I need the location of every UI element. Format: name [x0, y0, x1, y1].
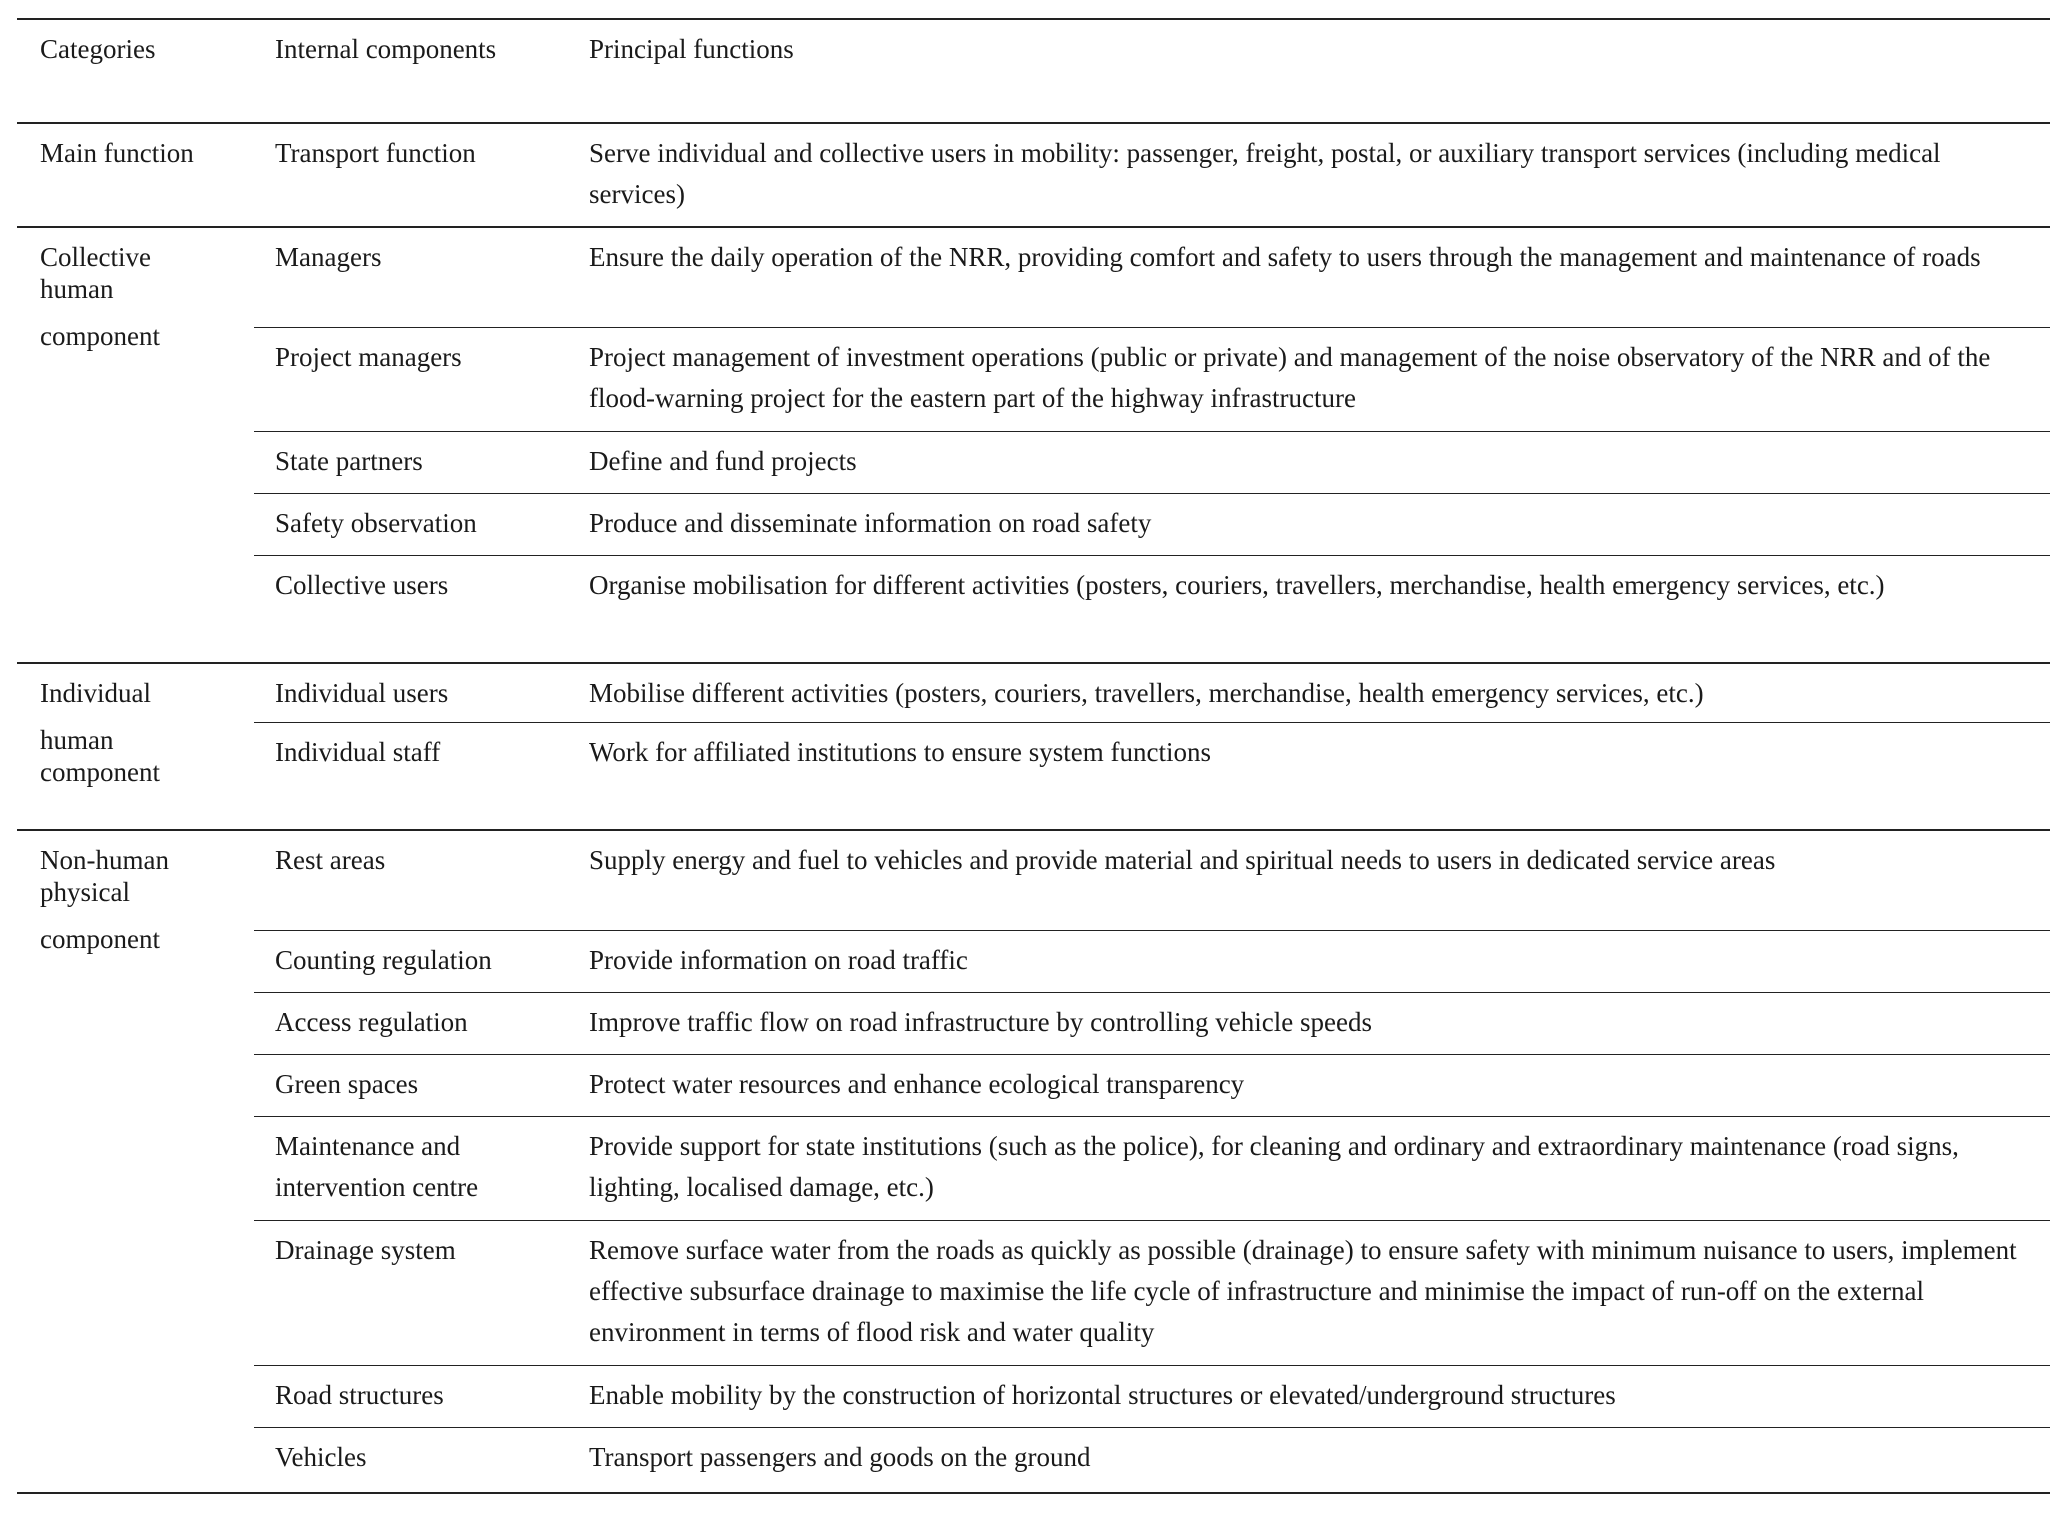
function-cell: Produce and disseminate information on r… [568, 492, 2050, 555]
table-row: Non-human physical component Rest areas Supp… [17, 829, 2050, 1494]
component-cell: Road structures [254, 1364, 568, 1427]
category-line: Non-human [40, 845, 169, 875]
component-cell: Maintenance and intervention centre [254, 1115, 568, 1220]
component-cell: Transport function [254, 122, 568, 227]
component-cell: Drainage system [254, 1219, 568, 1365]
function-cell: Work for affiliated institutions to ensu… [568, 721, 2050, 830]
component-cell: Collective users [254, 554, 568, 663]
function-cell: Supply energy and fuel to vehicles and p… [568, 829, 2050, 930]
table-row: Main function Transport function Serve ind… [17, 122, 2050, 228]
component-cell: Green spaces [254, 1053, 568, 1116]
table-row: Drainage system Remove surface water from… [17, 1219, 2050, 1365]
table-row: Individual human component Individual users… [17, 662, 2050, 831]
table-row: Project managers Project management of in… [17, 326, 2050, 431]
function-cell: Protect water resources and enhance ecol… [568, 1053, 2050, 1116]
component-cell: Project managers [254, 326, 568, 431]
table-row: Collective users Organise mobilisation fo… [17, 554, 2050, 663]
component-cell: Individual staff [254, 721, 568, 830]
table-row: Green spaces Protect water resources and … [17, 1053, 2050, 1116]
function-cell: Provide information on road traffic [568, 929, 2050, 992]
category-cell: Main function [17, 122, 254, 228]
function-cell: Mobilise different activities (posters, … [568, 662, 2050, 722]
table-row: State partners Define and fund projects [17, 430, 2050, 493]
header-row: Categories Internal components Principal… [17, 18, 2050, 124]
header-principal-functions: Principal functions [568, 18, 2050, 123]
component-cell: Vehicles [254, 1426, 568, 1494]
table-row: Vehicles Transport passengers and goods o… [17, 1426, 2050, 1494]
category-line: physical [40, 877, 130, 907]
category-line: Collective [40, 242, 151, 272]
table-row: Individual staff Work for affiliated inst… [17, 721, 2050, 830]
function-cell: Improve traffic flow on road infrastruct… [568, 991, 2050, 1054]
component-cell: Safety observation [254, 492, 568, 555]
functions-table: Categories Internal components Principal… [17, 18, 2050, 1494]
header-categories: Categories [17, 18, 254, 124]
function-cell: Provide support for state institutions (… [568, 1115, 2050, 1220]
function-cell: Enable mobility by the construction of h… [568, 1364, 2050, 1427]
category-line: human [40, 274, 114, 304]
category-line: component [40, 924, 160, 954]
category-cell: Collective human component [17, 226, 254, 664]
function-cell: Remove surface water from the roads as q… [568, 1219, 2050, 1365]
function-cell: Transport passengers and goods on the gr… [568, 1426, 2050, 1494]
table-row: Safety observation Produce and disseminat… [17, 492, 2050, 555]
category-line: component [40, 757, 160, 787]
function-cell: Organise mobilisation for different acti… [568, 554, 2050, 663]
table-row: Counting regulation Provide information o… [17, 929, 2050, 992]
table-row: Road structures Enable mobility by the co… [17, 1364, 2050, 1427]
component-cell: Managers [254, 226, 568, 327]
category-line: Individual [40, 678, 151, 708]
category-cell: Non-human physical component [17, 829, 254, 1494]
header-internal-components: Internal components [254, 18, 568, 123]
table-row: Collective human component Managers Ensure t… [17, 226, 2050, 664]
category-cell: Individual human component [17, 662, 254, 831]
component-cell: Access regulation [254, 991, 568, 1054]
table-row: Maintenance and intervention centre Provi… [17, 1115, 2050, 1220]
category-line: component [40, 321, 160, 351]
category-line: human [40, 725, 114, 755]
function-cell: Ensure the daily operation of the NRR, p… [568, 226, 2050, 327]
table-row: Access regulation Improve traffic flow on… [17, 991, 2050, 1054]
component-cell: State partners [254, 430, 568, 493]
function-cell: Project management of investment operati… [568, 326, 2050, 431]
component-cell: Rest areas [254, 829, 568, 930]
component-cell: Counting regulation [254, 929, 568, 992]
function-cell: Serve individual and collective users in… [568, 122, 2050, 227]
function-cell: Define and fund projects [568, 430, 2050, 493]
category-line: Main function [40, 138, 194, 168]
component-cell: Individual users [254, 662, 568, 722]
